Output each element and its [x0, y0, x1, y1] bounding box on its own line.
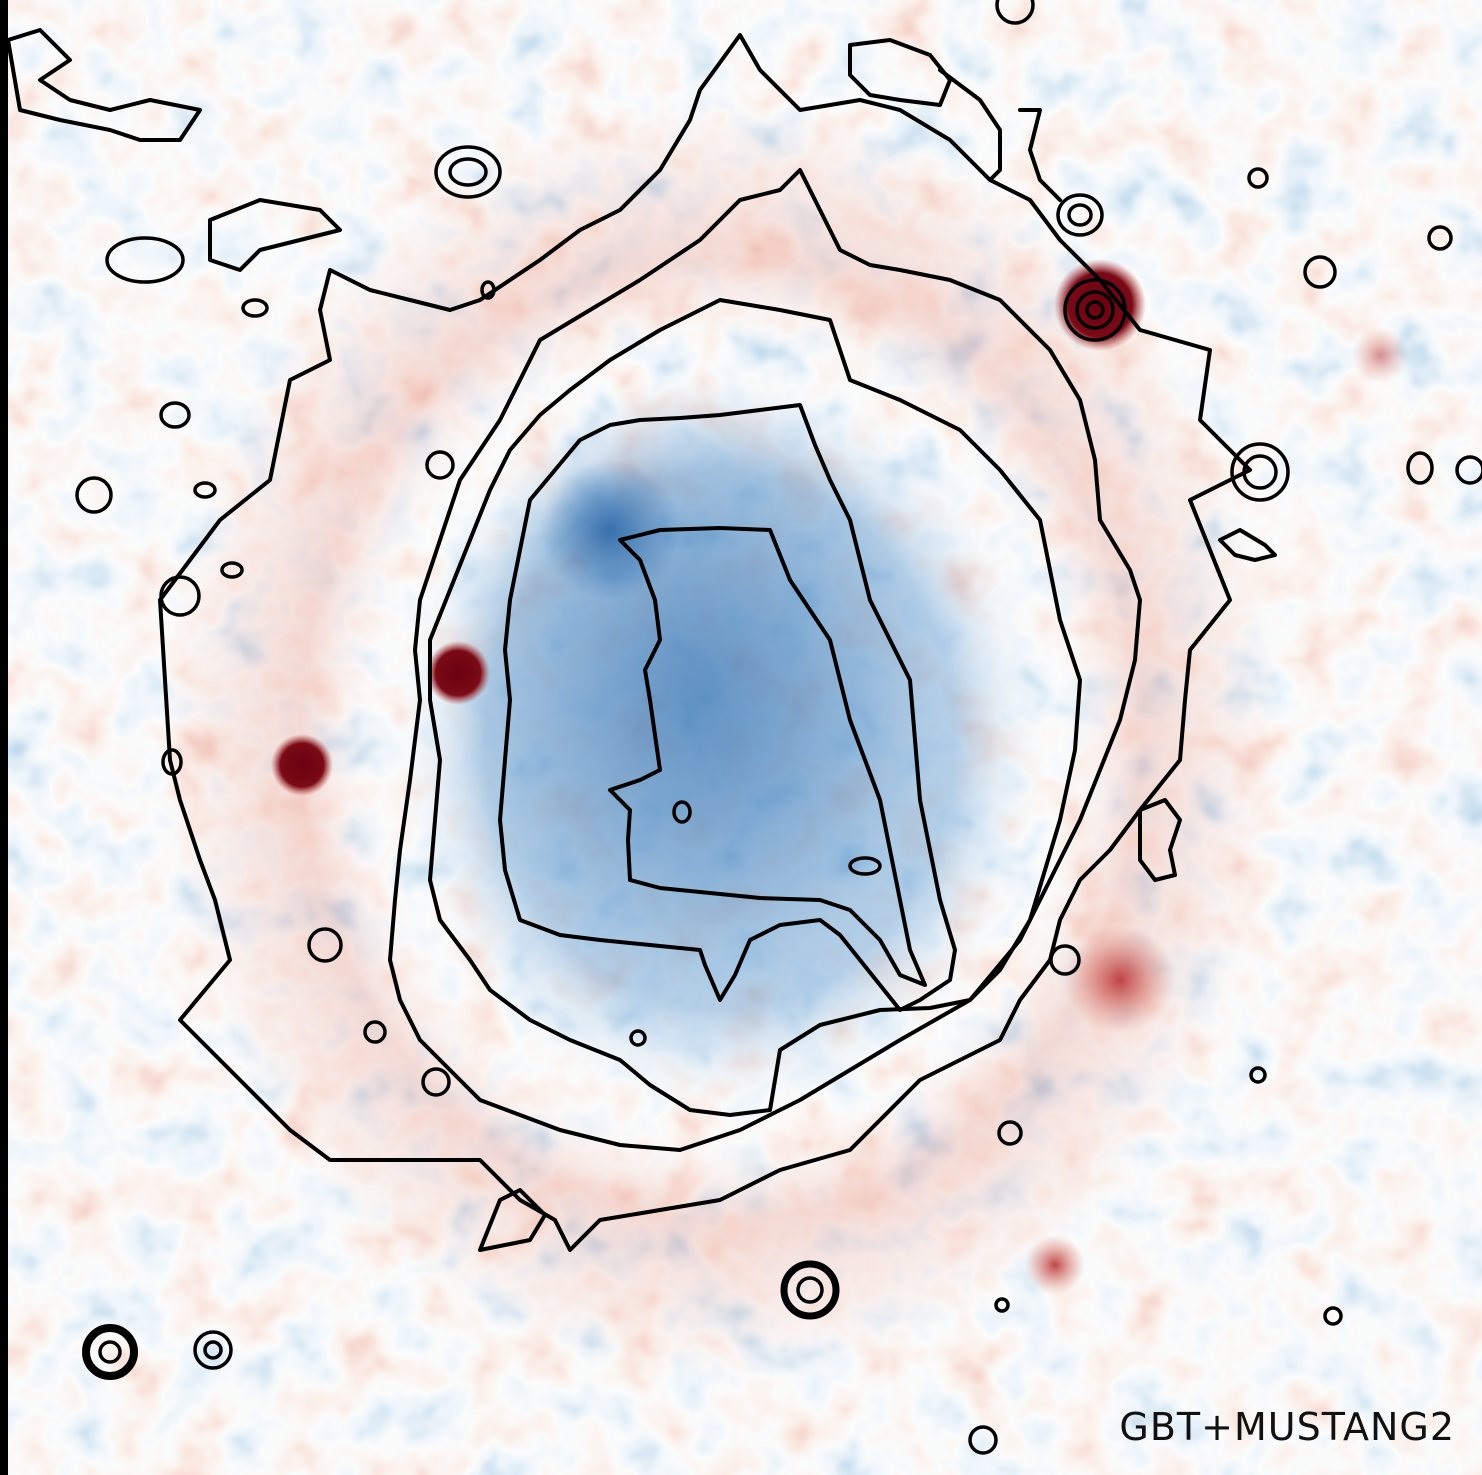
point-source — [271, 734, 333, 796]
page: GBT+MUSTANG2 (() => { const data = JSON.… — [0, 0, 1482, 1475]
frame-edge — [0, 0, 8, 1475]
point-source — [1352, 327, 1408, 383]
map-figure: GBT+MUSTANG2 — [0, 0, 1482, 1475]
instrument-label: GBT+MUSTANG2 — [1119, 1405, 1455, 1449]
point-source — [1025, 1235, 1085, 1295]
point-source — [426, 641, 490, 705]
point-source — [1065, 925, 1175, 1035]
